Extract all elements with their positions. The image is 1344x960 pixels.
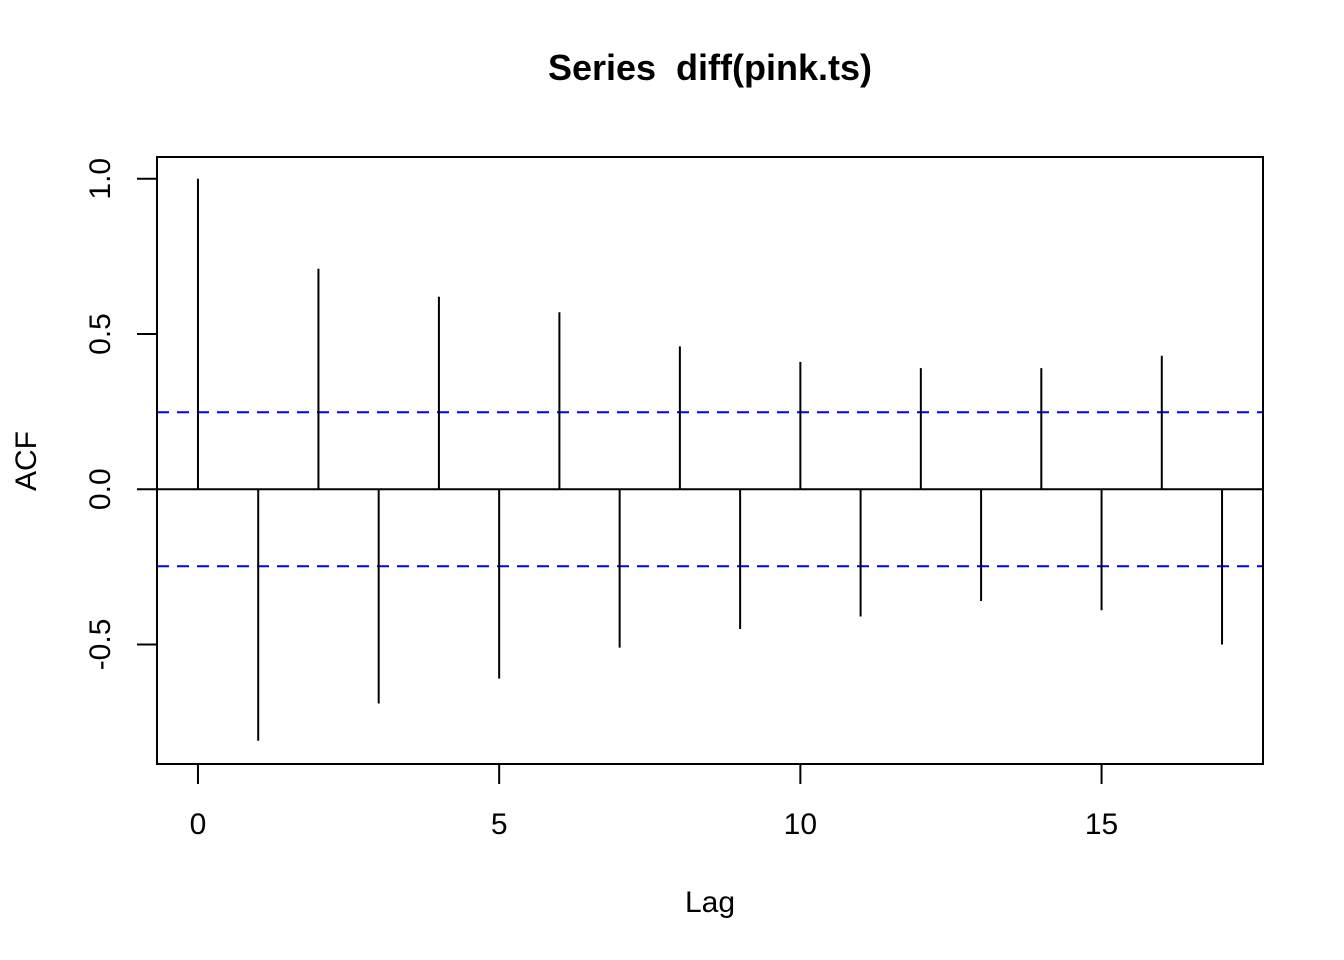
y-tick-label: 0.5	[84, 313, 117, 355]
x-axis: 0 5 10 15	[190, 763, 1118, 841]
plot-marks	[157, 178, 1263, 741]
x-tick-label: 10	[784, 808, 817, 841]
y-tick-label: -0.5	[84, 619, 117, 671]
y-tick-label: 0.0	[84, 468, 117, 510]
plot-frame	[156, 156, 1264, 765]
chart-title: Series diff(pink.ts)	[548, 47, 872, 88]
x-tick-label: 15	[1085, 808, 1118, 841]
x-tick-label: 5	[491, 808, 508, 841]
x-tick-label: 0	[190, 808, 207, 841]
y-axis-label: ACF	[10, 431, 43, 491]
x-axis-label: Lag	[685, 886, 735, 919]
y-axis: -0.5 0.0 0.5 1.0	[84, 158, 158, 671]
y-tick-label: 1.0	[84, 158, 117, 200]
